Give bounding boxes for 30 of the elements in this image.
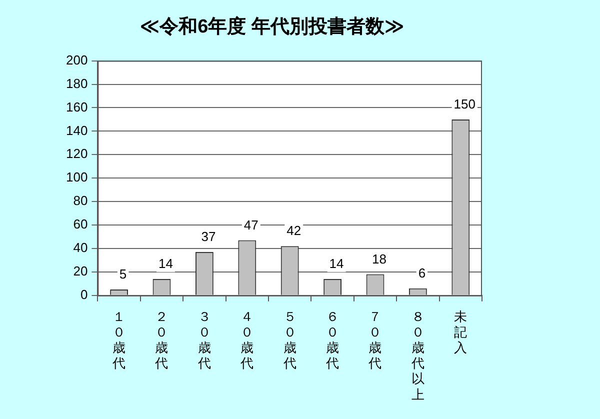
x-tick-label: 未記入 <box>454 308 468 355</box>
y-tick-label: 60 <box>73 216 88 232</box>
x-tick-label: ３０歳代 <box>196 308 211 371</box>
y-tick-label: 180 <box>66 76 88 91</box>
data-label: 14 <box>329 256 344 272</box>
x-tick-label: ５０歳代 <box>282 308 296 371</box>
y-tick-label: 200 <box>66 52 88 68</box>
x-tick-label: ２０歳代 <box>154 308 168 371</box>
x-tick-label: ７０歳代 <box>368 308 382 371</box>
y-tick-label: 140 <box>66 122 88 138</box>
chart-title: ≪令和6年度 年代別投書者数≫ <box>140 16 404 38</box>
data-label: 42 <box>286 223 302 238</box>
y-tick-label: 20 <box>73 264 88 279</box>
x-tick-label: ４０歳代 <box>240 308 254 371</box>
data-label: 6 <box>418 265 426 280</box>
y-tick-label: 40 <box>73 240 88 256</box>
y-tick-label: 100 <box>66 170 88 185</box>
data-label: 47 <box>244 217 258 232</box>
data-label: 18 <box>372 251 386 266</box>
x-tick-label: ６０歳代 <box>325 308 340 371</box>
data-label: 5 <box>119 266 127 282</box>
x-tick-label: ８０歳代以上 <box>410 308 424 402</box>
y-tick-label: 160 <box>66 99 88 114</box>
y-tick-label: 0 <box>80 286 88 302</box>
data-label: 150 <box>454 96 476 112</box>
x-tick-label: １０歳代 <box>112 308 126 371</box>
y-tick-label: 80 <box>73 193 88 208</box>
y-tick-label: 120 <box>66 146 88 162</box>
data-label: 14 <box>158 256 173 272</box>
data-label: 37 <box>201 229 216 244</box>
